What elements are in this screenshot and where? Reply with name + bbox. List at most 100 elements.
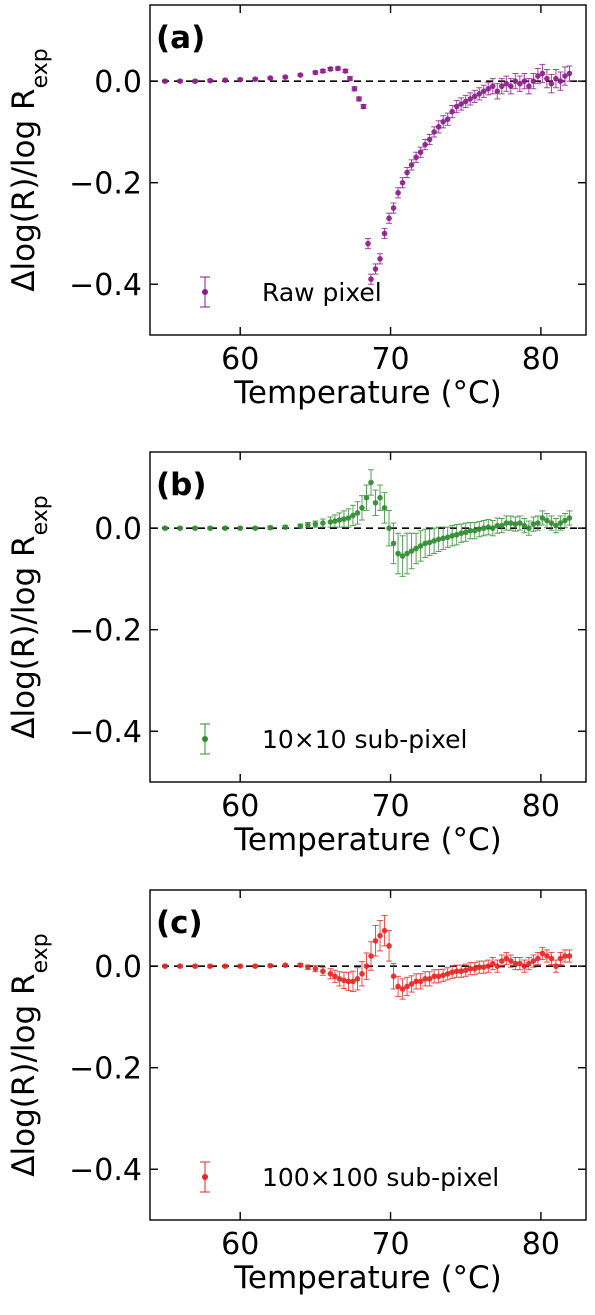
x-tick-label: 70 [371,789,409,824]
data-marker [350,978,356,985]
data-point-34 [431,126,438,138]
y-axis-title-subscript: exp [28,933,53,973]
data-marker [499,522,505,529]
data-point-0 [162,78,169,84]
data-marker [282,524,289,530]
data-marker [399,553,406,559]
data-point-49 [489,957,496,971]
data-marker [320,68,326,74]
data-marker [327,66,334,72]
data-point-61 [552,68,559,89]
data-point-47 [480,960,487,974]
data-point-4 [222,77,229,83]
data-marker [404,983,410,990]
data-point-48 [485,519,492,536]
panel-a: 60 70 80 0.0 −0.2 −0.4 Temperature (°C) Δlog(R)… [6,4,587,411]
data-marker [458,968,465,975]
x-axis-title: Temperature (°C) [233,822,502,858]
data-point-24 [386,212,393,224]
data-point-12 [319,966,326,976]
data-marker [530,958,537,964]
data-point-23 [372,925,379,957]
data-point-14 [342,68,349,74]
data-point-28 [395,532,402,575]
data-point-0 [162,525,169,531]
data-marker [517,80,523,87]
data-marker [207,77,213,84]
data-marker [365,240,371,247]
data-point-64 [557,515,564,531]
data-point-41 [462,94,469,109]
data-point-9 [297,962,304,968]
data-marker [526,525,532,531]
data-marker [404,169,410,176]
data-point-50 [494,517,501,534]
data-marker [444,116,451,123]
data-marker [267,962,274,969]
data-point-57 [525,520,532,536]
data-marker [341,516,347,522]
data-marker [462,967,469,974]
data-marker [327,970,334,977]
data-point-10 [304,964,311,970]
data-point-25 [390,202,397,214]
data-marker [435,536,442,543]
data-point-20 [358,961,365,987]
data-marker [305,522,311,528]
data-marker [377,932,383,939]
data-point-47 [480,520,487,537]
data-marker [530,78,537,84]
data-marker [440,972,446,979]
data-point-49 [498,78,505,95]
data-point-38 [440,968,447,982]
data-point-10 [304,522,311,529]
data-point-0 [162,963,169,969]
data-marker [354,510,361,516]
y-tick-label: −0.4 [69,715,142,750]
data-point-45 [471,522,478,540]
data-marker [252,76,259,82]
data-marker [503,955,510,962]
data-marker [553,522,559,529]
data-marker [449,532,455,539]
data-point-40 [458,97,465,111]
data-point-10 [312,69,319,76]
data-marker [444,534,451,541]
data-point-59 [534,515,541,531]
y-tick-label: −0.2 [69,614,142,649]
data-marker [177,963,183,969]
data-marker [426,136,433,143]
data-point-26 [386,930,393,962]
data-marker [440,535,446,542]
data-marker [480,964,487,970]
data-point-58 [530,954,537,968]
data-marker [431,129,437,135]
data-marker [431,973,437,980]
data-point-53 [516,75,523,92]
y-tick-label: −0.2 [69,1052,142,1087]
data-marker [512,78,519,84]
data-point-45 [471,962,478,976]
data-point-14 [331,969,338,983]
data-point-39 [444,967,451,981]
data-marker [377,256,383,262]
data-marker [395,190,401,196]
legend-marker [202,736,208,742]
data-point-66 [566,949,573,963]
data-point-60 [548,74,555,94]
data-point-51 [498,954,505,968]
data-point-66 [566,510,573,526]
data-point-20 [358,495,365,521]
data-point-37 [435,526,442,553]
data-point-11 [319,68,326,74]
data-marker [548,955,555,962]
data-point-31 [408,532,415,570]
data-point-18 [349,504,356,527]
y-axis-title-main: Δlog(R)/log R [6,973,42,1176]
data-point-60 [539,510,546,526]
data-point-55 [525,78,532,95]
data-point-50 [503,75,510,92]
data-point-41 [453,524,460,546]
data-point-21 [372,263,379,275]
data-marker [557,520,564,526]
